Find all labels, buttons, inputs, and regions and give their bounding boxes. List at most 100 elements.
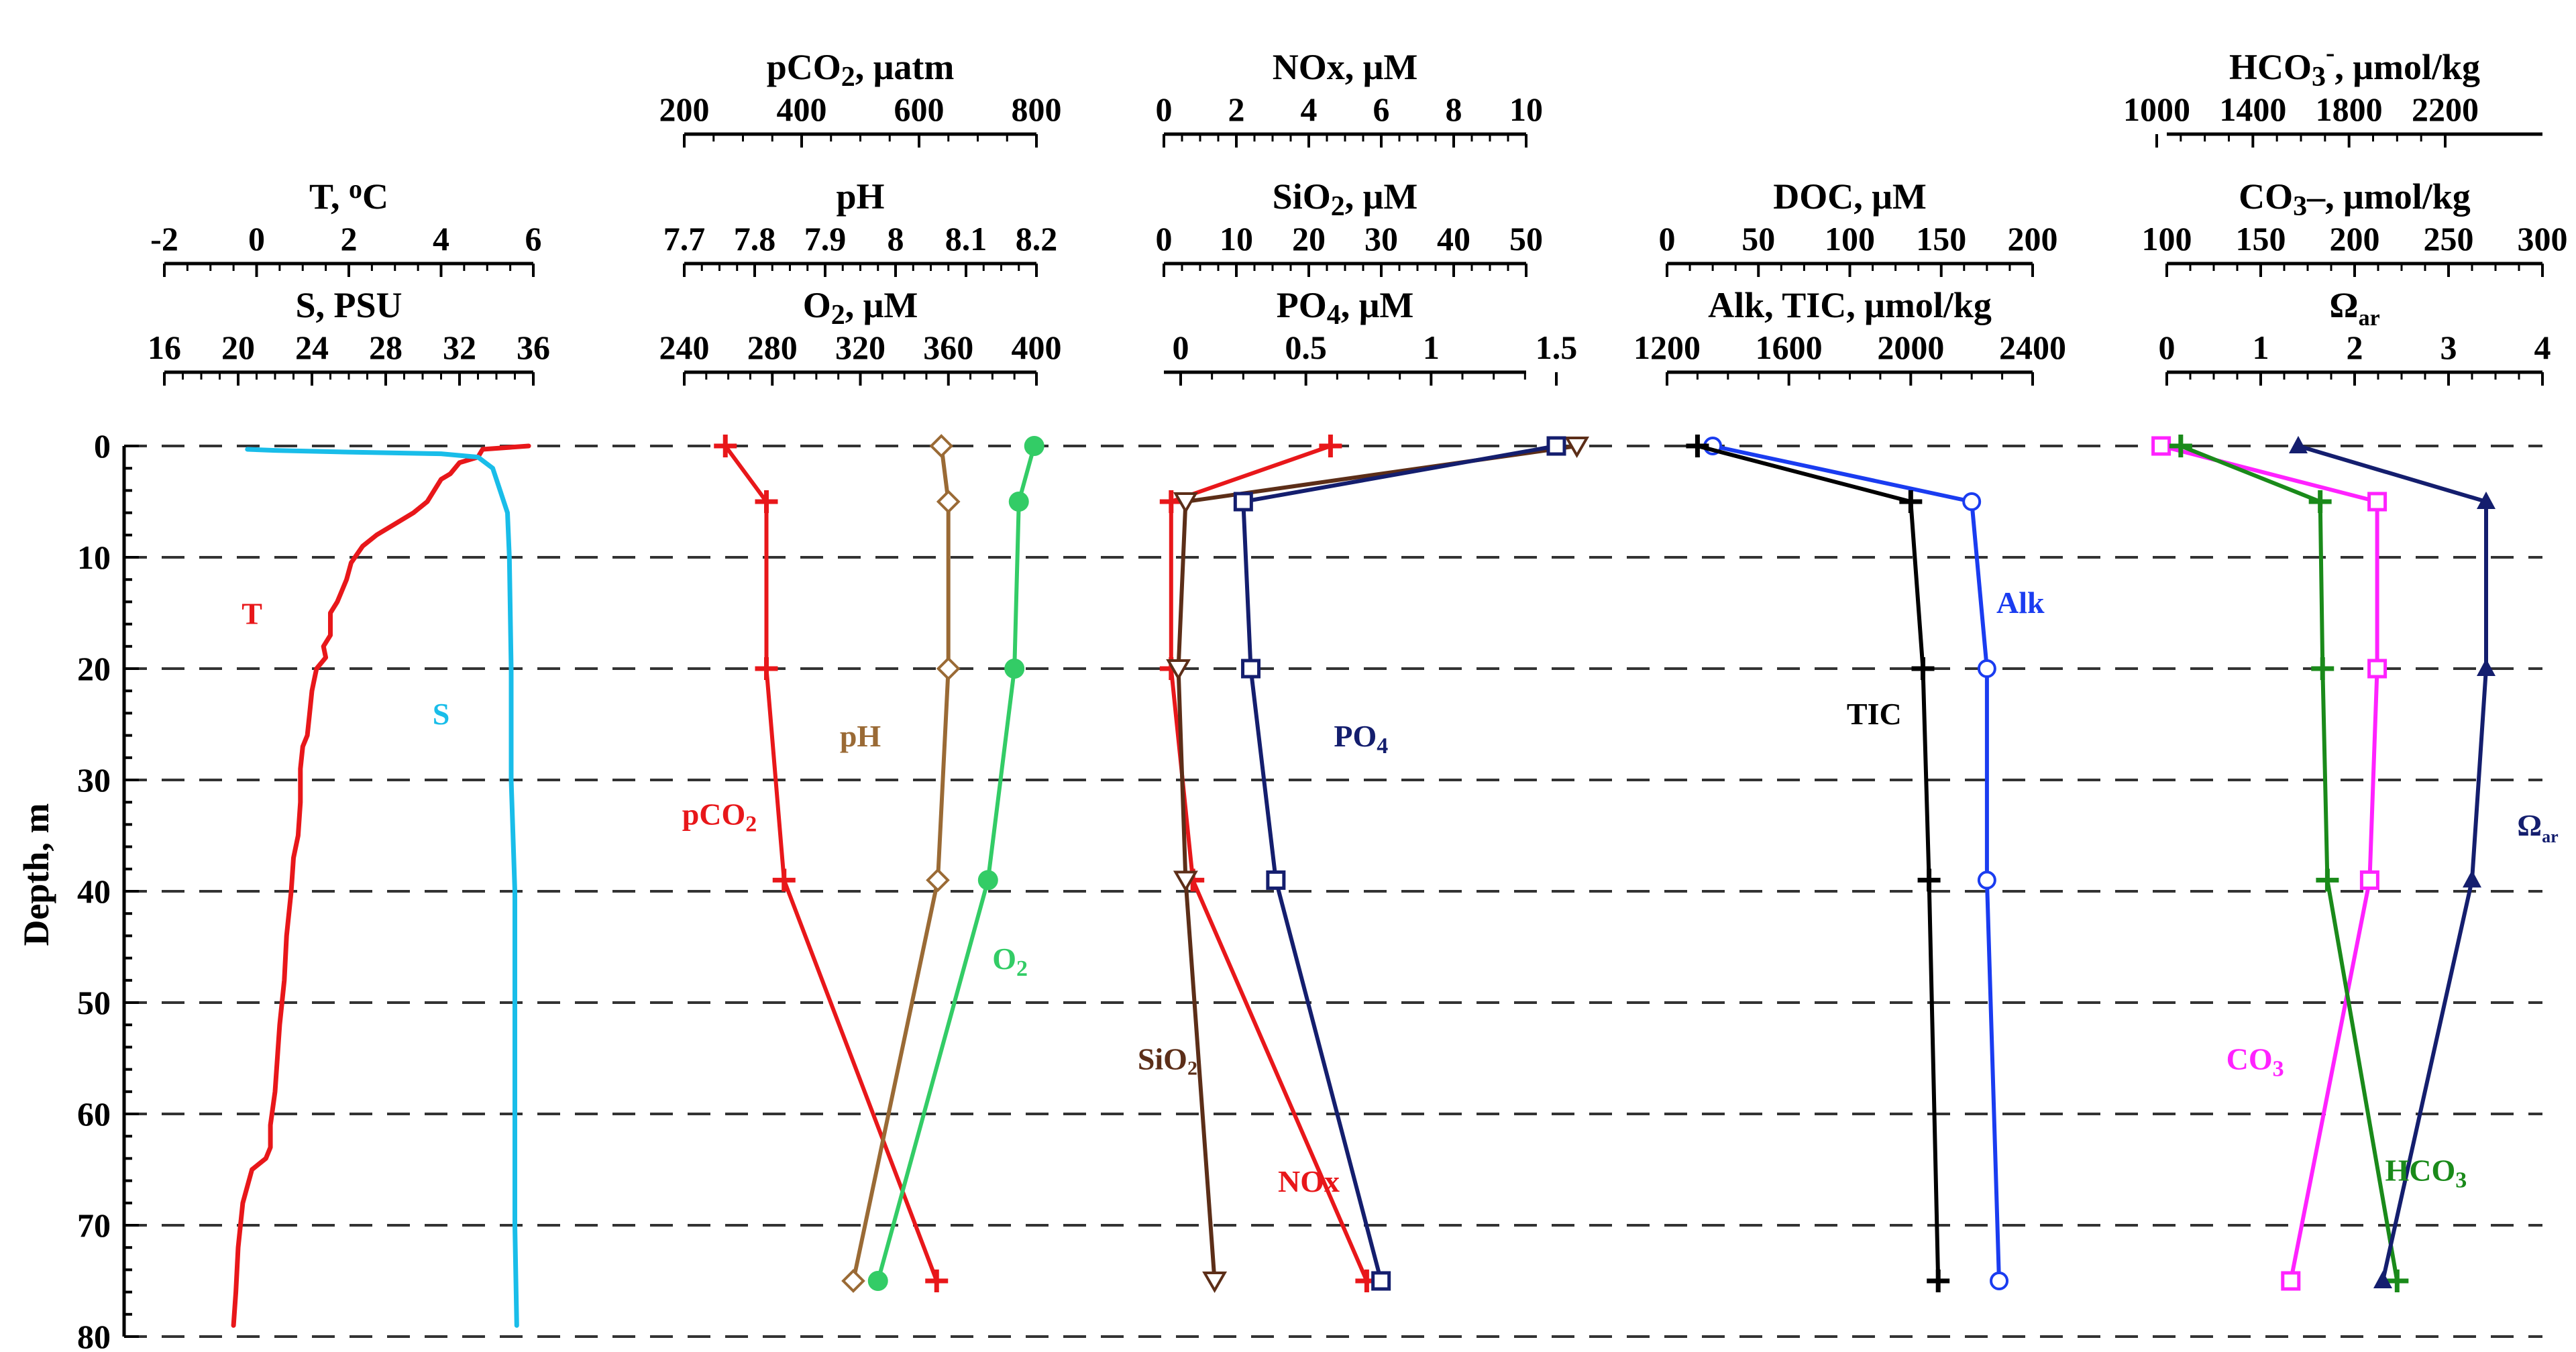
- data-point: [1686, 435, 1709, 457]
- series-ph: [841, 434, 961, 1293]
- tick-label: 8: [1446, 91, 1462, 128]
- series-s: [245, 447, 519, 1328]
- tick-label: 400: [1012, 329, 1062, 366]
- tick-label: 1: [1423, 329, 1440, 366]
- series-label-co3: CO3: [2226, 1042, 2284, 1082]
- tick-label: 4: [2534, 329, 2551, 366]
- tick-label: 50: [1741, 220, 1775, 258]
- data-point: [1233, 492, 1253, 512]
- tick-label: 300: [2518, 220, 2568, 258]
- tick-label: -2: [150, 220, 178, 258]
- series-line: [1241, 444, 1558, 1283]
- tick-label: 200: [659, 91, 710, 128]
- data-point: [1990, 1272, 2009, 1290]
- tick-label: 4: [433, 220, 449, 258]
- tick-label: 4: [1301, 91, 1318, 128]
- data-point: [2311, 657, 2334, 680]
- axis-title: Ωar: [2329, 285, 2379, 331]
- p5-axis-ar: 0 1 2 3 4 Ωar: [2159, 285, 2551, 386]
- tick-label: 800: [1012, 91, 1062, 128]
- series-label-o2: O2: [992, 942, 1028, 981]
- data-point: [1202, 1272, 1228, 1294]
- depth-tick-label: 80: [77, 1318, 111, 1352]
- depth-tick-label: 60: [77, 1095, 111, 1133]
- p5-axis-co3-mol-kg: 100 150 200 250 300 CO3–, μmol/kg: [2142, 176, 2568, 277]
- series-label-alk: Alk: [1996, 585, 2045, 620]
- tick-label: 30: [1364, 220, 1398, 258]
- axis-title: T, oC: [309, 174, 388, 217]
- series-label-pco2: pCO2: [682, 797, 757, 836]
- series-line: [1711, 444, 2001, 1283]
- data-point: [936, 490, 961, 514]
- tick-label: 150: [1916, 220, 1966, 258]
- tick-label: 0: [1156, 91, 1173, 128]
- data-point: [929, 434, 954, 458]
- data-point: [1008, 492, 1029, 512]
- depth-tick-label: 10: [77, 539, 111, 576]
- series-line: [2159, 444, 2379, 1283]
- p3-axis-sio2-m: 0 10 20 30 40 50 SiO2, μM: [1156, 176, 1543, 277]
- data-point: [1241, 659, 1261, 679]
- series-line: [851, 444, 951, 1283]
- data-point: [1564, 437, 1590, 459]
- series: [231, 434, 2496, 1328]
- series-label-sio2: SiO2: [1138, 1042, 1197, 1080]
- p3-axis-po4-m: 0 0.5 1 1.5 PO4, μM: [1164, 285, 1577, 386]
- tick-label: 7.7: [663, 220, 706, 258]
- tick-label: 100: [1825, 220, 1875, 258]
- p2-axis-ph: 7.7 7.8 7.9 8 8.1 8.2 pH: [663, 176, 1057, 277]
- tick-label: 2: [1228, 91, 1245, 128]
- data-point: [1004, 659, 1025, 679]
- data-point: [925, 1270, 949, 1292]
- tick-label: 20: [1292, 220, 1326, 258]
- data-point: [2367, 492, 2387, 512]
- data-point: [1319, 435, 1342, 457]
- tick-label: 8.1: [945, 220, 987, 258]
- data-point: [2308, 490, 2332, 513]
- depth-tick-label: 40: [77, 872, 111, 910]
- data-point: [1899, 490, 1923, 513]
- data-point: [2477, 492, 2496, 509]
- data-point: [1911, 657, 1935, 680]
- tick-label: 400: [777, 91, 827, 128]
- tick-label: 28: [369, 329, 402, 366]
- data-point: [2151, 436, 2171, 456]
- series-label-nox: NOx: [1278, 1164, 1340, 1198]
- tick-label: 1200: [1633, 329, 1701, 366]
- data-point: [2316, 868, 2339, 892]
- data-point: [2385, 1270, 2409, 1292]
- series-line: [1176, 444, 1579, 1283]
- series-label-t: T: [241, 597, 262, 631]
- data-point: [1546, 436, 1566, 456]
- data-point: [2281, 1271, 2301, 1291]
- series-line: [1695, 444, 1941, 1283]
- series-label-tic: TIC: [1847, 697, 1902, 731]
- tick-label: 0: [1173, 329, 1189, 366]
- series-alk: [1703, 437, 2009, 1290]
- tick-label: 3: [2440, 329, 2457, 366]
- series-label-ph: pH: [840, 719, 881, 753]
- axis-title: pCO2, μatm: [767, 47, 955, 93]
- axis-title: O2, μM: [803, 285, 918, 331]
- data-point: [926, 868, 950, 893]
- tick-label: 40: [1437, 220, 1470, 258]
- tick-label: 0: [1659, 220, 1676, 258]
- tick-label: 0.5: [1285, 329, 1327, 366]
- tick-label: 320: [835, 329, 885, 366]
- tick-label: 8: [888, 220, 904, 258]
- data-point: [714, 435, 737, 457]
- data-point: [2367, 659, 2387, 679]
- data-point: [1024, 436, 1044, 456]
- axis-title: PO4, μM: [1277, 285, 1414, 331]
- axis-title: CO3–, μmol/kg: [2239, 176, 2471, 222]
- data-point: [867, 1271, 888, 1291]
- series-line: [1169, 444, 1369, 1283]
- axis-title: DOC, μM: [1773, 176, 1927, 217]
- depth-tick-label: 20: [77, 650, 111, 687]
- p4-axis-doc-m: 0 50 100 150 200 DOC, μM: [1659, 176, 2058, 277]
- axis-title: Alk, TIC, μmol/kg: [1708, 285, 1992, 325]
- series-po4: [1233, 436, 1566, 1291]
- data-point: [2289, 436, 2308, 453]
